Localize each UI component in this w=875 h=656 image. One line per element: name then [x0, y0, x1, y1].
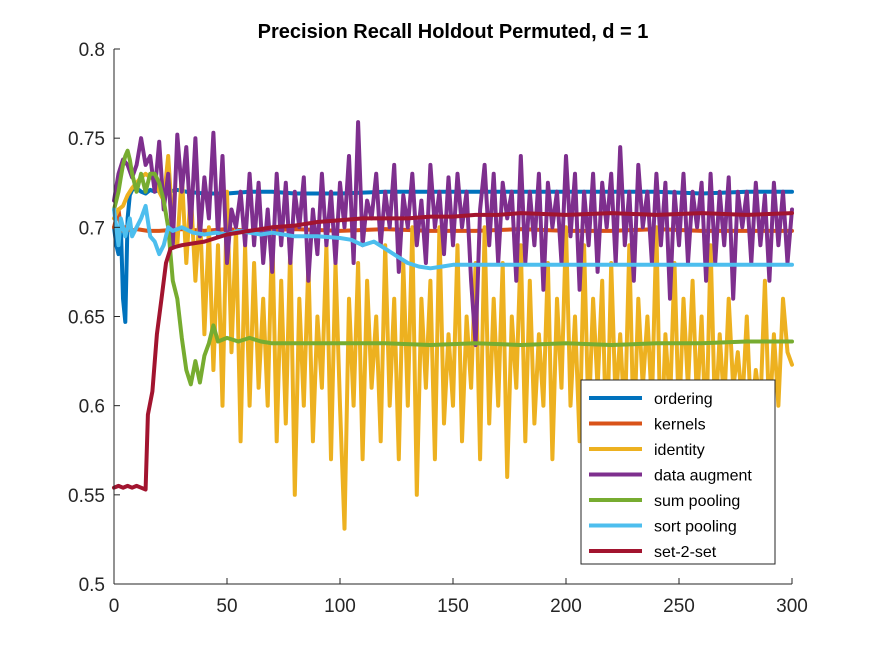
legend: ordering kernels identity data augment sum p… — [580, 379, 776, 565]
y-tick-label: 0.5 — [79, 575, 105, 596]
x-tick-label: 250 — [663, 596, 695, 617]
x-tick-label: 300 — [776, 596, 808, 617]
legend-label-sum-pooling: sum pooling — [654, 493, 740, 510]
y-tick-label: 0.75 — [68, 129, 105, 150]
y-tick-label: 0.8 — [79, 40, 105, 61]
series-line-data-augment — [112, 120, 794, 347]
legend-label-ordering: ordering — [654, 391, 713, 408]
series-line-set-2-set — [112, 211, 794, 492]
legend-label-kernels: kernels — [654, 417, 706, 434]
x-ticks: 0 50 100 150 200 250 300 — [109, 578, 808, 617]
y-ticks: 0.5 0.55 0.6 0.65 0.7 0.75 0.8 — [68, 40, 120, 596]
x-tick-label: 150 — [437, 596, 469, 617]
chart-title: Precision Recall Holdout Permuted, d = 1 — [258, 21, 649, 43]
legend-label-sort-pooling: sort pooling — [654, 519, 737, 536]
x-tick-label: 50 — [216, 596, 237, 617]
x-tick-label: 0 — [109, 596, 120, 617]
y-tick-label: 0.65 — [68, 308, 105, 329]
x-tick-label: 100 — [324, 596, 356, 617]
legend-label-set-2-set: set-2-set — [654, 544, 717, 561]
x-tick-label: 200 — [550, 596, 582, 617]
y-tick-label: 0.55 — [68, 486, 105, 507]
legend-label-identity: identity — [654, 442, 705, 459]
series-line-sum-pooling — [112, 148, 794, 387]
legend-items: ordering kernels identity data augment sum p… — [589, 391, 752, 561]
y-tick-label: 0.6 — [79, 397, 105, 418]
legend-box — [580, 379, 776, 565]
y-tick-label: 0.7 — [79, 218, 105, 239]
legend-label-data-augment: data augment — [654, 468, 752, 485]
